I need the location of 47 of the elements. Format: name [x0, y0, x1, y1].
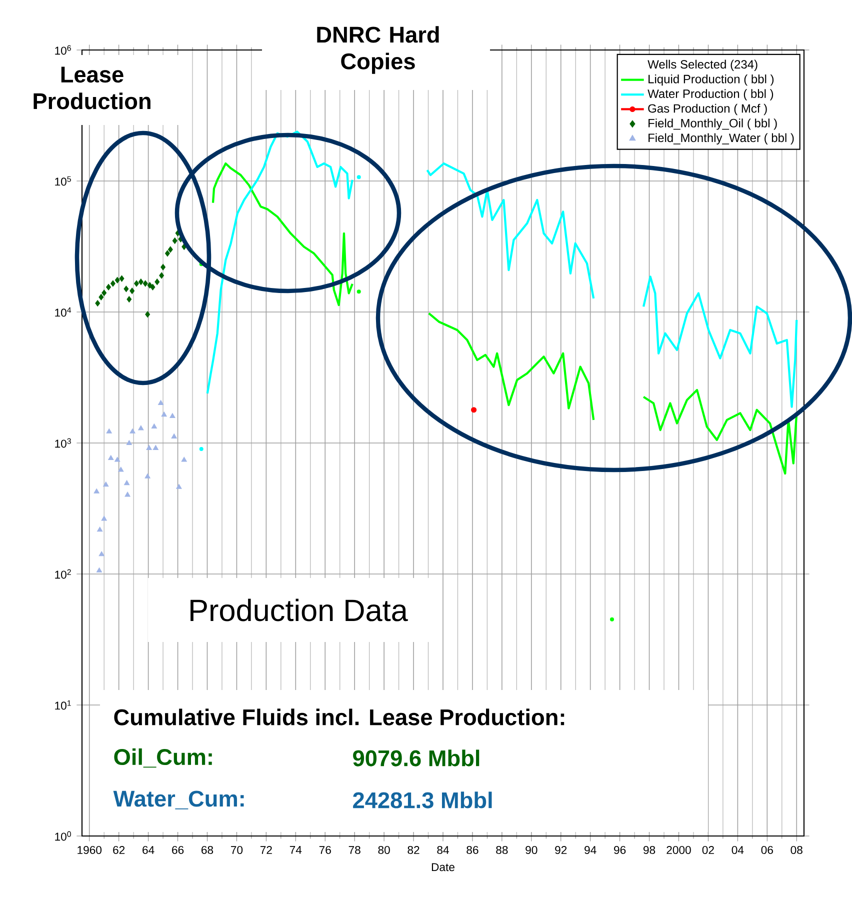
x-tick-label: 82: [408, 846, 420, 854]
annotation: DNRC Hard Copies: [317, 26, 439, 74]
x-tick-label: 78: [348, 846, 360, 854]
x-tick-label: 64: [142, 846, 154, 854]
x-tick-label: 88: [496, 846, 508, 854]
x-tick-label: 84: [437, 846, 449, 854]
annotation: Water_Cum:: [113, 790, 244, 810]
y-tick-label: 10$^{5}$: [55, 176, 71, 186]
y-tick-label: 10$^{6}$: [55, 45, 71, 55]
x-tick-label: 62: [113, 846, 125, 854]
x-tick-label: 80: [378, 846, 390, 854]
x-tick-label: 1960: [78, 846, 102, 854]
y-tick-label: 10$^{3}$: [55, 438, 71, 448]
annotation: 24281.3 Mbbl: [353, 792, 492, 808]
legend-label: Liquid Production ( bbl ): [648, 74, 774, 86]
x-tick-label: 76: [319, 846, 331, 854]
legend-label: Water Production ( bbl ): [648, 89, 774, 100]
annotation: 9079.6 Mbbl: [353, 750, 480, 766]
x-tick-label: 68: [202, 846, 214, 854]
x-tick-label: 06: [761, 846, 773, 854]
y-tick-label: 10$^{0}$: [55, 831, 71, 841]
y-tick-label: 10$^{2}$: [55, 569, 71, 579]
y-tick-label: 10$^{4}$: [55, 307, 72, 317]
annotation: Production Data: [190, 598, 408, 622]
x-tick-label: 90: [526, 846, 538, 854]
legend-label: Field_Monthly_Oil ( bbl ): [648, 118, 777, 130]
annotation: Lease Production: [34, 66, 150, 110]
legend-label: Field_Monthly_Water ( bbl ): [648, 133, 794, 144]
x-tick-label: 02: [702, 846, 714, 854]
y-tick-label: 10$^{1}$: [55, 700, 71, 710]
x-tick-label: 2000: [666, 846, 691, 854]
x-tick-label: 74: [290, 846, 302, 854]
annotation: Cumulative Fluids incl. Lease Production:: [114, 708, 564, 726]
x-tick-label: 72: [260, 846, 272, 854]
x-tick-label: 08: [790, 846, 802, 854]
x-tick-label: 94: [584, 846, 596, 854]
annotation: Oil_Cum:: [114, 748, 212, 768]
x-axis-title: Date: [432, 863, 454, 872]
x-tick-label: 66: [172, 846, 184, 854]
x-tick-label: 70: [230, 846, 243, 854]
legend-title: Wells Selected (234): [648, 60, 758, 71]
x-tick-label: 96: [614, 846, 626, 854]
x-tick-label: 04: [732, 846, 744, 854]
x-tick-label: 98: [644, 846, 656, 854]
legend-label: Gas Production ( Mcf ): [648, 104, 767, 116]
x-tick-label: 86: [466, 846, 478, 854]
x-tick-label: 92: [555, 846, 567, 854]
